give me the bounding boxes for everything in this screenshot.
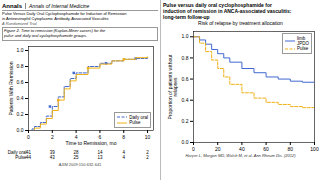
svg-text:10: 10 (145, 134, 151, 140)
html-text:Pulse Versus Daily Oral Cyclop: Pulse Versus Daily Oral Cyclophosphamide… (2, 11, 127, 16)
html-text:induction of remission in ANCA: induction of remission in ANCA-associate… (163, 8, 292, 14)
html-text:Daily oral: Daily oral (129, 114, 148, 120)
html-text:AJIM 2009;150:632-641: AJIM 2009;150:632-641 (58, 162, 102, 167)
svg-text:0.4: 0.4 (17, 95, 24, 101)
svg-text:0.8: 0.8 (182, 55, 189, 61)
svg-text:4: 4 (74, 134, 78, 140)
html-text:Pulse: Pulse (297, 46, 309, 52)
html-text:limb JPDO: limb JPDO (297, 35, 309, 46)
svg-text:41: 41 (26, 150, 31, 156)
html-text:Annals: Annals (2, 3, 22, 9)
svg-text:6: 6 (98, 134, 102, 140)
svg-text:44: 44 (26, 155, 32, 160)
svg-text:0.6: 0.6 (182, 76, 189, 82)
html-text:Harper L, Morgan MD, Walsh M,: Harper L, Morgan MD, Walsh M, et al. Ann… (185, 153, 296, 158)
svg-text:2: 2 (51, 134, 54, 140)
html-text:Annals of Internal Medicine: Annals of Internal Medicine (29, 3, 90, 9)
svg-text:0: 0 (192, 146, 195, 152)
svg-text:0.6: 0.6 (17, 79, 24, 85)
svg-text:8: 8 (122, 134, 125, 140)
svg-text:28: 28 (73, 150, 79, 156)
svg-text:100: 100 (310, 146, 319, 152)
svg-text:60: 60 (263, 146, 269, 152)
svg-text:40: 40 (239, 146, 245, 152)
svg-text:4: 4 (122, 155, 125, 160)
html-text:Figure 2. Time to remission (K: Figure 2. Time to remission (Kaplan-Meie… (4, 28, 106, 39)
svg-text:0.8: 0.8 (17, 63, 24, 69)
svg-text:Pulse: Pulse (15, 155, 27, 161)
svg-text:25: 25 (74, 155, 80, 160)
svg-text:13: 13 (97, 155, 103, 160)
svg-text:Proportion of patients without: Proportion of patients withoutrelapses (167, 54, 178, 119)
svg-text:20: 20 (215, 146, 221, 152)
svg-text:2: 2 (146, 150, 149, 156)
svg-text:0.2: 0.2 (182, 118, 189, 124)
svg-text:0.4: 0.4 (182, 97, 189, 103)
svg-text:2: 2 (146, 155, 149, 160)
svg-text:0.0: 0.0 (17, 127, 24, 133)
html-text:Pulse versus daily oral cyclop: Pulse versus daily oral cyclophosphamide… (163, 2, 272, 8)
svg-text:0: 0 (27, 134, 30, 140)
html-text:Risk of relapse by treatment a: Risk of relapse by treatment allocation (198, 20, 283, 26)
svg-text:39: 39 (49, 150, 55, 156)
html-text:in Antineutrophil Cytoplasmic: in Antineutrophil Cytoplasmic Antibody-A… (2, 15, 109, 21)
svg-text:14: 14 (97, 150, 103, 156)
svg-text:80: 80 (288, 146, 294, 152)
svg-text:Daily oral: Daily oral (7, 150, 27, 156)
svg-text:Time to Remission, mo: Time to Remission, mo (66, 140, 117, 146)
html-text:Pulse: Pulse (129, 120, 141, 126)
svg-text:43: 43 (50, 155, 56, 160)
svg-text:4: 4 (122, 150, 125, 156)
svg-text:1.0: 1.0 (17, 47, 24, 53)
html-text:A Randomized Trial: A Randomized Trial (2, 20, 37, 26)
html-text:long-term follow-up: long-term follow-up (163, 14, 210, 20)
svg-text:Patients With Remission: Patients With Remission (8, 61, 14, 115)
svg-text:1.0: 1.0 (182, 33, 189, 39)
svg-text:0.2: 0.2 (17, 111, 24, 117)
svg-text:0.0: 0.0 (182, 139, 189, 145)
